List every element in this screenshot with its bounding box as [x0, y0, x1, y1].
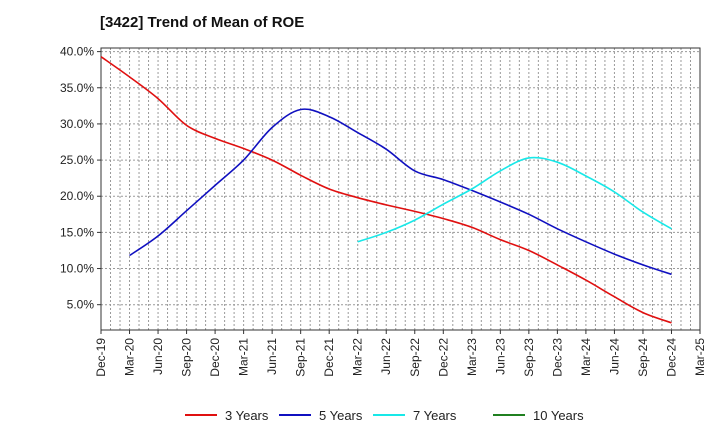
- y-tick-label: 25.0%: [60, 153, 94, 167]
- x-tick-label: Jun-21: [265, 338, 279, 375]
- legend-label-5-years: 5 Years: [319, 408, 363, 423]
- y-tick-label: 10.0%: [60, 262, 94, 276]
- x-tick-label: Jun-22: [379, 338, 393, 375]
- x-tick-label: Dec-24: [664, 338, 678, 377]
- series-lines: [100, 56, 672, 324]
- x-tick-label: Dec-19: [94, 338, 108, 377]
- x-tick-label: Mar-25: [693, 338, 707, 376]
- y-tick-label: 30.0%: [60, 117, 94, 131]
- y-tick-label: 15.0%: [60, 225, 94, 239]
- x-tick-label: Mar-24: [579, 338, 593, 376]
- x-tick-label: Sep-22: [408, 338, 422, 377]
- x-tick-label: Mar-23: [465, 338, 479, 376]
- legend-label-10-years: 10 Years: [533, 408, 584, 423]
- y-tick-label: 40.0%: [60, 45, 94, 59]
- x-tick-label: Mar-20: [123, 338, 137, 376]
- y-tick-label: 35.0%: [60, 81, 94, 95]
- x-tick-label: Dec-20: [208, 338, 222, 377]
- series-line-3-years: [100, 56, 672, 324]
- chart-title: [3422] Trend of Mean of ROE: [100, 14, 305, 31]
- x-tick-label: Sep-23: [522, 338, 536, 377]
- series-line-5-years: [129, 108, 672, 276]
- x-axis-ticks: Dec-19 Mar-20 Jun-20 Sep-20 Dec-20 Mar-21 Jun-…: [94, 330, 707, 377]
- legend-label-7-years: 7 Years: [413, 408, 457, 423]
- plot-area-frame: [100, 47, 701, 331]
- x-tick-label: Sep-24: [636, 338, 650, 377]
- x-tick-label: Dec-23: [550, 338, 564, 377]
- legend-label-3-years: 3 Years: [225, 408, 269, 423]
- series-line-7-years: [357, 156, 672, 243]
- x-tick-label: Sep-20: [180, 338, 194, 377]
- x-tick-label: Jun-24: [607, 338, 621, 375]
- x-tick-label: Jun-20: [151, 338, 165, 375]
- x-tick-label: Sep-21: [294, 338, 308, 377]
- y-tick-label: 5.0%: [67, 298, 95, 312]
- y-tick-label: 20.0%: [60, 189, 94, 203]
- legend: 3 Years 5 Years 7 Years 10 Years: [185, 408, 584, 423]
- x-tick-label: Mar-22: [351, 338, 365, 376]
- x-tick-label: Dec-22: [436, 338, 450, 377]
- x-tick-label: Jun-23: [493, 338, 507, 375]
- x-tick-label: Dec-21: [322, 338, 336, 377]
- y-axis-ticks: 5.0% 10.0% 15.0% 20.0% 25.0% 30.0% 35.0% 40.0%: [60, 45, 101, 312]
- x-tick-label: Mar-21: [237, 338, 251, 376]
- gridlines: [101, 48, 700, 330]
